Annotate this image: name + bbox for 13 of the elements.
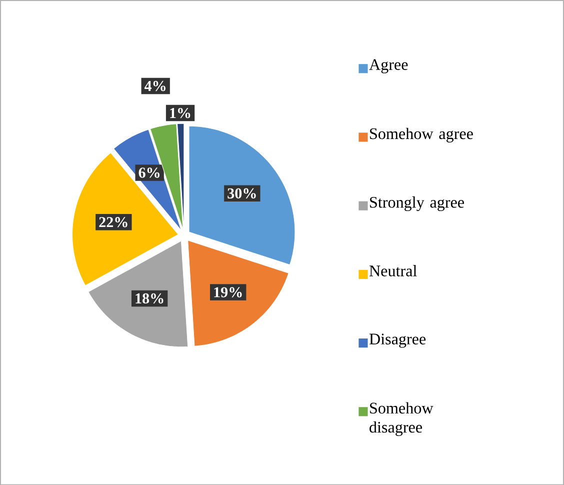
legend-label: Somehow disagree (370, 402, 434, 436)
legend-label: Strongly agree (370, 196, 464, 211)
data-label: 30% (228, 188, 256, 198)
data-label: 4% (144, 80, 166, 91)
legend-label: Neutral (369, 264, 417, 276)
legend-label: Disagree (369, 334, 426, 348)
legend-label: Agree (369, 59, 408, 74)
data-label: 1% (170, 108, 190, 118)
legend-label: Somehow agree (370, 128, 473, 142)
data-label: 22% (99, 216, 128, 228)
data-label: 18% (136, 293, 164, 304)
data-label: 19% (214, 287, 242, 298)
data-label: 6% (138, 167, 160, 178)
